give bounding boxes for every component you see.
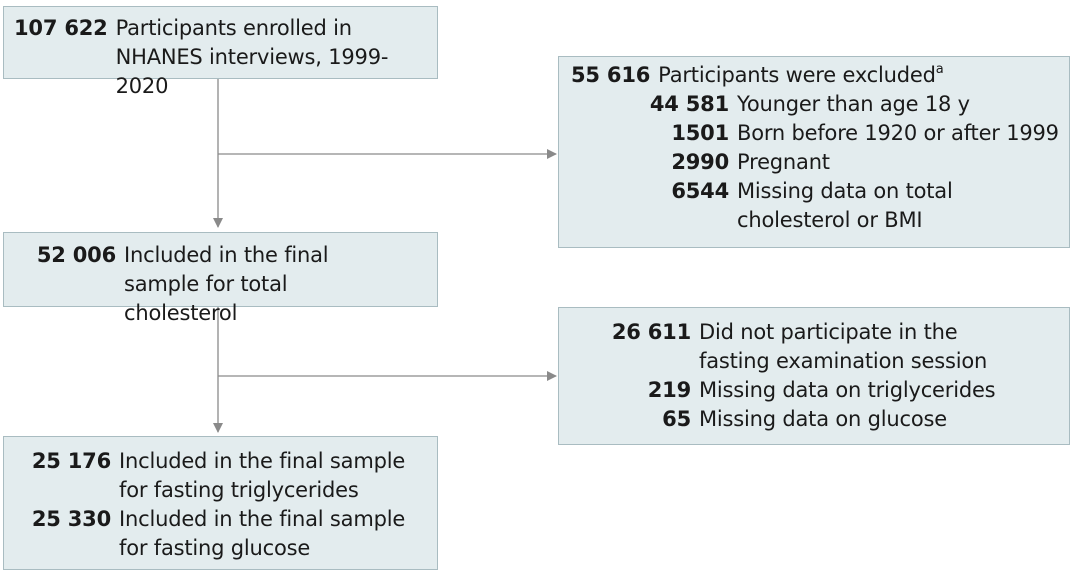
fasting-excluded-label: Did not participate in the fasting exami… <box>699 320 988 373</box>
fasting-sample-label: Included in the final sample for fasting… <box>119 449 406 502</box>
fasting-excluded-label: Missing data on glucose <box>699 407 947 431</box>
fasting-sample-count: 25 176 <box>31 449 111 473</box>
fasting-sample-item: 25 176 Included in the final sample for … <box>16 447 437 505</box>
fasting-sample-count: 25 330 <box>31 507 111 531</box>
excluded-label: Participants were excluded <box>658 63 936 87</box>
excluded-item-label: Pregnant <box>737 150 830 174</box>
fasting-sample-item: 25 330 Included in the final sample for … <box>16 505 437 563</box>
fasting-excluded-count: 65 <box>662 407 691 431</box>
fasting-excluded-item: 26 611 Did not participate in the fastin… <box>569 318 1069 376</box>
excluded-item-count: 6544 <box>671 179 729 203</box>
fasting-excluded-label: Missing data on triglycerides <box>699 378 996 402</box>
fasting-excluded-item: 219 Missing data on triglycerides <box>569 376 1069 405</box>
fasting-excluded-count: 219 <box>647 378 691 402</box>
excluded-item-label: Born before 1920 or after 1999 <box>737 121 1059 145</box>
excluded-item-count: 1501 <box>671 121 729 145</box>
enrolled-box: 107 622 Participants enrolled in NHANES … <box>3 6 438 98</box>
excluded-item: 6544 Missing data on total cholesterol o… <box>571 177 1069 235</box>
enrolled-count: 107 622 <box>14 16 108 40</box>
footnote-marker: a <box>935 62 944 77</box>
excluded-item: 2990 Pregnant <box>571 148 1069 177</box>
fasting-excluded-item: 65 Missing data on glucose <box>569 405 1069 434</box>
excluded-count: 55 616 <box>571 63 651 87</box>
cholesterol-sample-box: 52 006 Included in the final sample for … <box>3 232 438 325</box>
fasting-excluded-box: 26 611 Did not participate in the fastin… <box>558 307 1070 445</box>
cholesterol-sample-count: 52 006 <box>36 243 116 267</box>
excluded-item-label: Younger than age 18 y <box>737 92 970 116</box>
excluded-box: 55 616 Participants were excludeda 44 58… <box>558 56 1070 248</box>
enrolled-label: Participants enrolled in NHANES intervie… <box>115 16 389 98</box>
excluded-item-count: 2990 <box>671 150 729 174</box>
fasting-sample-box: 25 176 Included in the final sample for … <box>3 436 438 570</box>
excluded-item: 1501 Born before 1920 or after 1999 <box>571 119 1069 148</box>
excluded-item-count: 44 581 <box>649 92 729 116</box>
excluded-header: 55 616 Participants were excludeda <box>571 61 1069 90</box>
cholesterol-sample-label: Included in the final sample for total c… <box>124 243 329 325</box>
excluded-item: 44 581 Younger than age 18 y <box>571 90 1069 119</box>
fasting-sample-label: Included in the final sample for fasting… <box>119 507 406 560</box>
excluded-item-label: Missing data on total cholesterol or BMI <box>737 179 953 232</box>
fasting-excluded-count: 26 611 <box>611 320 691 344</box>
